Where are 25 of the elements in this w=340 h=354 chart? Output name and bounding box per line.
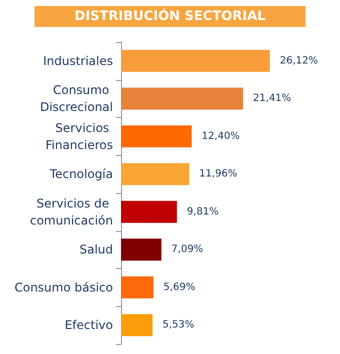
bar — [121, 200, 177, 223]
bar — [121, 314, 153, 336]
y-tick-label: Servicios de comunicación — [30, 196, 113, 228]
data-label: 5,69% — [163, 282, 196, 293]
data-label: 26,12% — [280, 55, 318, 66]
bar — [121, 50, 270, 72]
data-label: 21,41% — [253, 93, 292, 104]
data-label: 12,40% — [202, 130, 240, 142]
chart-title: DISTRIBUCIÓN SECTORIAL — [74, 7, 266, 24]
y-tick-label: Tecnología — [48, 167, 113, 182]
y-tick-label: Efectivo — [64, 318, 113, 332]
data-label: 9,81% — [186, 206, 219, 218]
data-label: 11,96% — [199, 168, 238, 180]
data-label: 5,53% — [162, 320, 194, 331]
data-label: 7,09% — [171, 244, 204, 256]
y-tick-label: Industriales — [43, 54, 113, 68]
bar — [121, 238, 162, 261]
y-tick-label: Salud — [79, 242, 113, 257]
y-tick-label: Consumo básico — [14, 280, 113, 294]
bar — [121, 276, 154, 298]
bar — [121, 125, 192, 148]
bar — [121, 88, 244, 110]
y-tick-label: Servicios Financieros — [45, 120, 113, 152]
y-tick-label: Consumo Discrecional — [40, 83, 113, 114]
bar — [121, 163, 190, 186]
